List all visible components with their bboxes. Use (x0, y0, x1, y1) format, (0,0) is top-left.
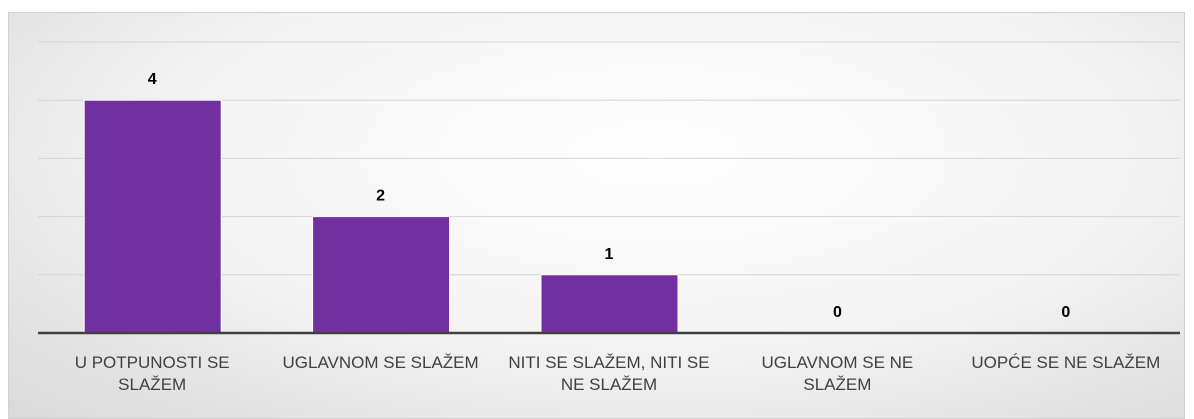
x-tick-label: UGLAVNOM SE SLAŽEM (282, 353, 479, 372)
bar (83, 99, 222, 334)
x-tick-label: U POTPUNOSTI SE SLAŽEM (74, 353, 230, 394)
data-label: 0 (833, 304, 842, 321)
data-label: 4 (148, 71, 157, 88)
x-tick-label: UGLAVNOM SE NE SLAŽEM (761, 353, 914, 394)
x-tick-label: NITI SE SLAŽEM, NITI SE NE SLAŽEM (508, 353, 710, 394)
bar (540, 274, 679, 334)
bar (312, 216, 451, 334)
x-tick-label: UOPĆE SE NE SLAŽEM (971, 353, 1161, 372)
data-label: 2 (376, 188, 385, 205)
data-label: 1 (605, 246, 614, 263)
data-label: 0 (1061, 304, 1070, 321)
